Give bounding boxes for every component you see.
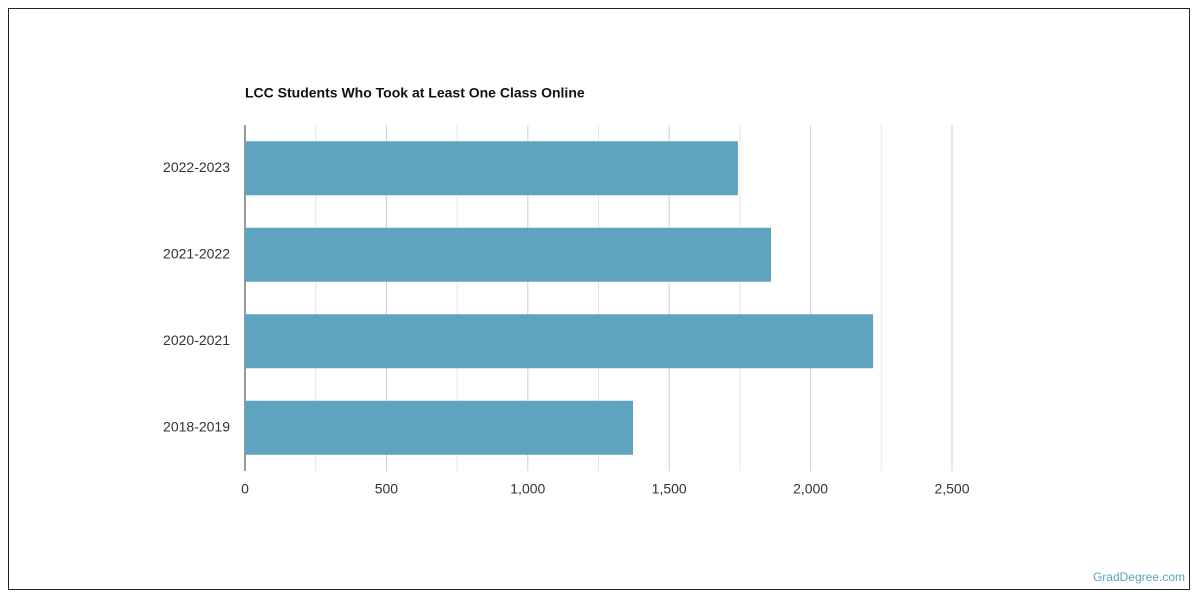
frame: [8, 8, 1190, 590]
footer[interactable]: GradDegree.com: [1093, 570, 1185, 584]
y-tick-label: 2021-2022: [163, 245, 230, 261]
y-tick-label: 2018-2019: [163, 418, 230, 434]
bar: [245, 314, 874, 369]
chart-title: LCC Students Who Took at Least One Class…: [245, 85, 585, 101]
bar: [245, 227, 772, 282]
y-tick-label: 2022-2023: [163, 159, 230, 175]
x-tick-label: 500: [375, 481, 399, 497]
x-tick-label: 1,000: [510, 481, 545, 497]
x-tick-label: 2,000: [793, 481, 828, 497]
bar: [245, 141, 738, 196]
y-tick-label: 2020-2021: [163, 332, 230, 348]
x-tick-label: 0: [241, 481, 249, 497]
bar: [245, 400, 634, 455]
x-tick-label: 2,500: [934, 481, 969, 497]
x-tick-label: 1,500: [652, 481, 687, 497]
